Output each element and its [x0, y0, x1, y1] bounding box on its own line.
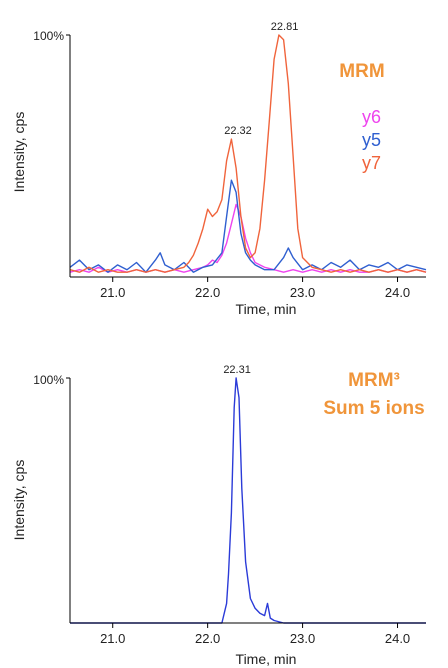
series-line-y6 — [69, 203, 427, 273]
legend-entry-y5: y5 — [362, 130, 381, 150]
x-axis-label: Time, min — [236, 651, 297, 667]
x-axis-label: Time, min — [236, 301, 297, 317]
x-ticks-mrm: 21.0 22.0 23.0 24.0 — [100, 277, 410, 300]
legend-title-mrm3-line1: MRM³ — [348, 370, 400, 391]
x-tick-label: 22.0 — [195, 631, 220, 646]
legend-entry-y6: y6 — [362, 107, 381, 127]
series-layer-mrm — [69, 34, 427, 273]
chart-mrm3: 21.0 22.0 23.0 24.0 100% Time, min Intensit… — [11, 364, 426, 667]
peak-labels-mrm: 22.32 22.81 — [224, 21, 298, 137]
legend-entry-y7: y7 — [362, 153, 381, 173]
x-tick-label: 24.0 — [385, 631, 410, 646]
peak-label: 22.81 — [271, 21, 299, 33]
x-tick-label: 21.0 — [100, 631, 125, 646]
legend-title-mrm: MRM — [339, 61, 384, 82]
x-tick-label: 21.0 — [100, 285, 125, 300]
x-tick-label: 23.0 — [290, 631, 315, 646]
x-tick-label: 23.0 — [290, 285, 315, 300]
peak-labels-mrm3: 22.31 — [223, 364, 251, 376]
legend-title-mrm3-line2: Sum 5 ions — [323, 398, 424, 419]
x-ticks-mrm3: 21.0 22.0 23.0 24.0 — [100, 623, 410, 646]
peak-label: 22.31 — [223, 364, 251, 376]
chart-mrm: 21.0 22.0 23.0 24.0 100% Time, min Intensit… — [11, 21, 427, 317]
y-max-label: 100% — [33, 373, 64, 387]
y-axis-label: Intensity, cps — [11, 112, 27, 193]
x-tick-label: 24.0 — [385, 285, 410, 300]
x-tick-label: 22.0 — [195, 285, 220, 300]
series-line-y7 — [69, 34, 427, 273]
series-line-y5 — [69, 179, 427, 273]
peak-label: 22.32 — [224, 125, 252, 137]
y-axis-label: Intensity, cps — [11, 460, 27, 541]
y-max-label: 100% — [33, 29, 64, 43]
